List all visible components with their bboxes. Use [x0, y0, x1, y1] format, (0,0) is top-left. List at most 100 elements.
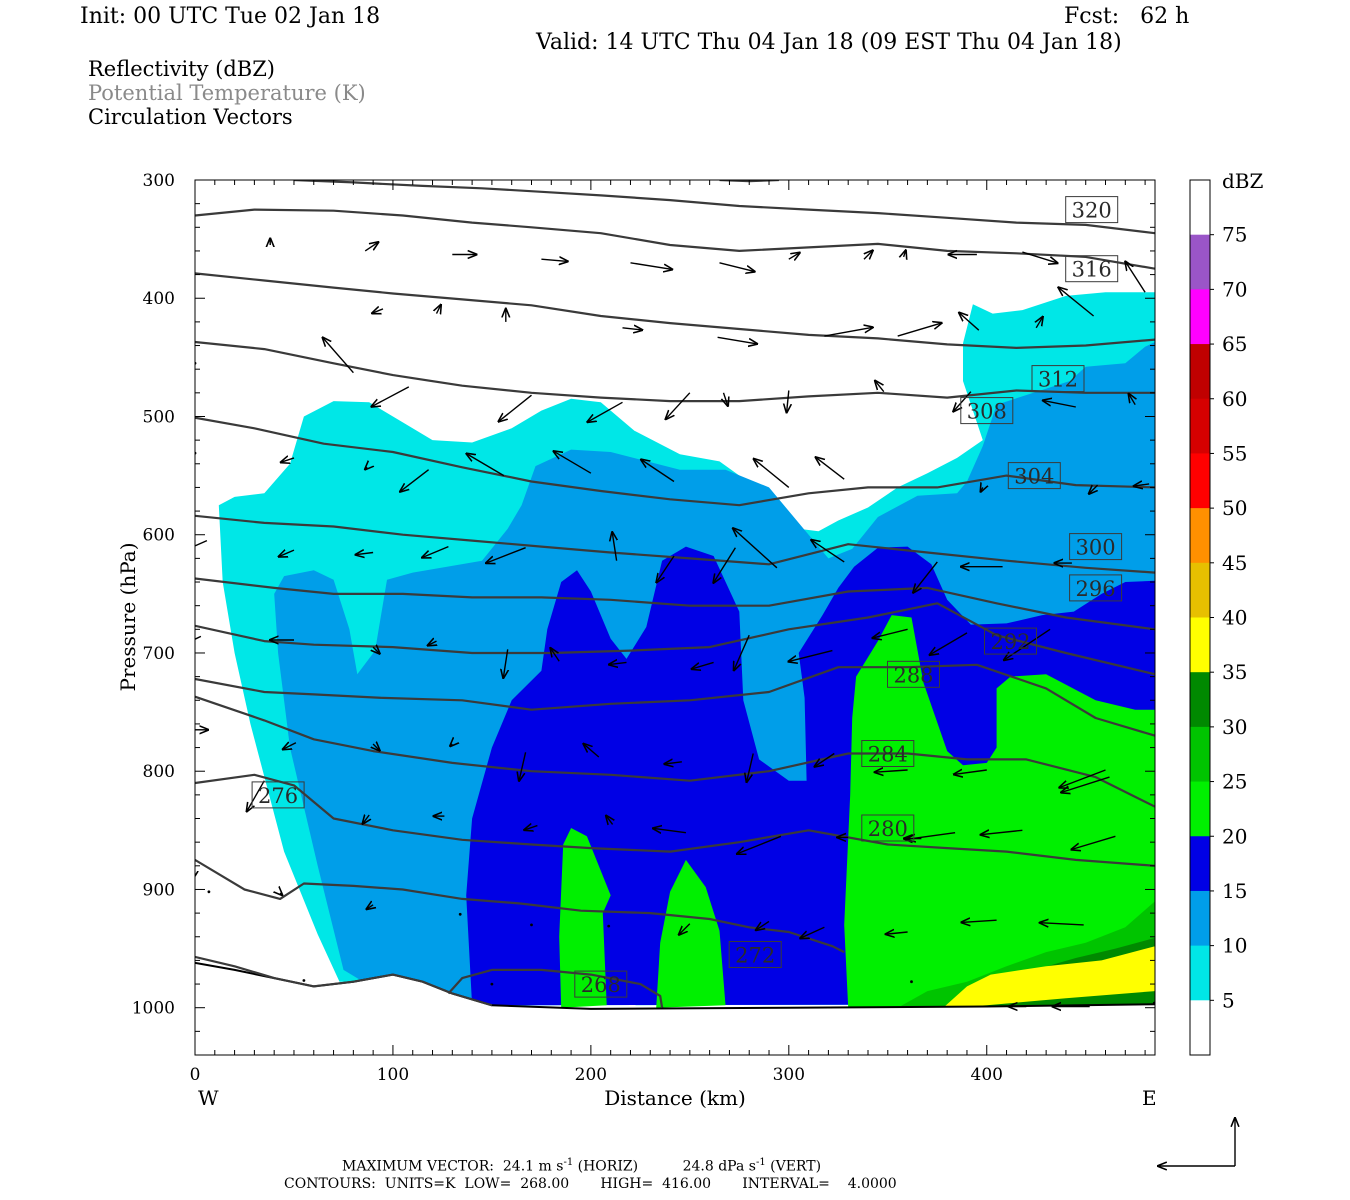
- theta-316-contour: [195, 208, 1155, 270]
- circulation-vector: [664, 762, 682, 764]
- colorbar-segment: [1190, 344, 1210, 400]
- circulation-vector: [530, 923, 533, 927]
- circulation-vector: [524, 826, 538, 830]
- valid-time: Valid: 14 UTC Thu 04 Jan 18 (09 EST Thu …: [536, 30, 1122, 55]
- x-tick-label: 0: [190, 1065, 201, 1085]
- circulation-vector: [717, 336, 758, 344]
- theta-contours: [195, 180, 1155, 1008]
- theta-label-box: [251, 781, 305, 809]
- max-horiz-value: 24.1 m s: [502, 1158, 564, 1175]
- circulation-vector: [747, 753, 754, 783]
- x-tick-label: 400: [971, 1065, 1003, 1085]
- circulation-vector: [541, 259, 567, 261]
- colorbar-segment: [1190, 672, 1210, 728]
- theta-272-contour: [195, 955, 493, 1007]
- colorbar-label: 45: [1222, 551, 1247, 575]
- theta-label-box: [574, 970, 628, 998]
- circulation-vector: [466, 454, 505, 477]
- theta-label-text: 316: [1072, 258, 1112, 282]
- theta-title: Potential Temperature (K): [88, 81, 366, 105]
- colorbar-label: 55: [1222, 441, 1247, 465]
- circulation-vector: [724, 392, 728, 406]
- circulation-vector: [609, 662, 627, 664]
- circulation-vector: [824, 327, 872, 337]
- circulation-vector: [630, 262, 673, 270]
- theta-268-contour: [447, 968, 664, 1008]
- colorbar-label: 70: [1222, 277, 1247, 301]
- colorbar-segment: [1190, 453, 1210, 509]
- theta-label-288: 288: [887, 660, 940, 688]
- theta-label-316: 316: [1065, 255, 1119, 283]
- circulation-vector: [692, 661, 714, 669]
- theta-label-312: 312: [1031, 365, 1085, 393]
- contour-info: CONTOURS: UNITS=K LOW= 268.00 HIGH= 416.…: [284, 1176, 897, 1192]
- circulation-vector: [981, 830, 1023, 834]
- circulation-vector: [367, 905, 374, 909]
- circulation-vector: [606, 816, 613, 825]
- theta-contour-labels: 268 272 276 280 284 288 292 296 300 304 308 312 316 3…: [251, 196, 1123, 998]
- circulation-vector: [1061, 776, 1110, 792]
- theta-label-box: [728, 941, 782, 968]
- colorbar-segment: [1190, 562, 1210, 618]
- x-tick-label: 200: [575, 1065, 607, 1085]
- theta-label-box: [1069, 574, 1123, 602]
- max-vector-label: MAXIMUM VECTOR:: [342, 1158, 494, 1175]
- theta-label-304: 304: [1007, 462, 1061, 490]
- colorbar-segment: [1190, 781, 1210, 837]
- circulation-vector: [1040, 923, 1084, 925]
- theta-288-contour: [195, 663, 1155, 737]
- theta-276-contour: [195, 858, 845, 954]
- theta-label-text: 268: [581, 973, 621, 997]
- circulation-vector: [679, 923, 691, 935]
- circulation-vector: [656, 555, 675, 582]
- theta-label-320: 320: [1065, 196, 1119, 224]
- max-horiz-exp: -1: [563, 1157, 574, 1168]
- circulation-vector: [486, 547, 526, 563]
- theta-label-text: 320: [1072, 199, 1112, 223]
- circulation-vector: [910, 980, 913, 984]
- circulation-vector: [281, 458, 295, 462]
- y-tick-label: 700: [143, 644, 175, 664]
- circulation-vector: [280, 893, 282, 895]
- circulation-vector: [734, 634, 750, 670]
- max-vert-value: 24.8 dPa s: [682, 1158, 756, 1175]
- circulation-vector: [953, 391, 972, 412]
- colorbar: 5 10 15 20 25 30 35 40 45 50 55 60 65 70 75: [1189, 179, 1247, 1056]
- circulation-vector: [1134, 484, 1150, 486]
- colorbar-segment: [1190, 1000, 1210, 1056]
- theta-label-text: 272: [735, 944, 775, 968]
- theta-label-268: 268: [574, 970, 628, 998]
- theta-label-text: 292: [990, 630, 1030, 654]
- theta-label-292: 292: [984, 627, 1037, 655]
- theta-280-contour: [195, 773, 1155, 867]
- x-axis-label: Distance (km): [604, 1086, 746, 1110]
- circulation-vector: [612, 532, 616, 561]
- west-label: W: [198, 1086, 219, 1110]
- circulation-vector: [1004, 628, 1051, 660]
- theta-label-box: [1065, 196, 1119, 224]
- circulation-vector: [816, 457, 845, 480]
- circulation-vector: [490, 982, 494, 986]
- colorbar-unit: dBZ: [1222, 169, 1264, 193]
- circulation-vector: [458, 912, 462, 916]
- circulation-vector: [1071, 835, 1116, 849]
- max-horiz-tag: (HORIZ): [577, 1158, 639, 1175]
- theta-label-308: 308: [960, 397, 1014, 425]
- reflectivity-35-dbz-area-1: [943, 946, 1155, 1008]
- circulation-vector: [1043, 400, 1076, 408]
- theta-label-box: [1065, 255, 1119, 283]
- theta-label-text: 300: [1076, 536, 1116, 560]
- theta-label-300: 300: [1069, 533, 1123, 561]
- x-tick-label: 300: [773, 1065, 805, 1085]
- colorbar-segment: [1190, 890, 1210, 947]
- theta-304-contour: [195, 416, 1155, 507]
- y-tick-label: 800: [143, 762, 175, 782]
- theta-label-box: [1069, 533, 1123, 561]
- max-vert-exp: -1: [755, 1157, 766, 1168]
- plot-frame: [194, 179, 1156, 1056]
- circulation-vector: [981, 487, 983, 491]
- circulation-vector: [283, 743, 297, 750]
- colorbar-segment: [1190, 398, 1210, 454]
- circulation-vector: [583, 744, 600, 758]
- circulation-vector: [247, 780, 265, 812]
